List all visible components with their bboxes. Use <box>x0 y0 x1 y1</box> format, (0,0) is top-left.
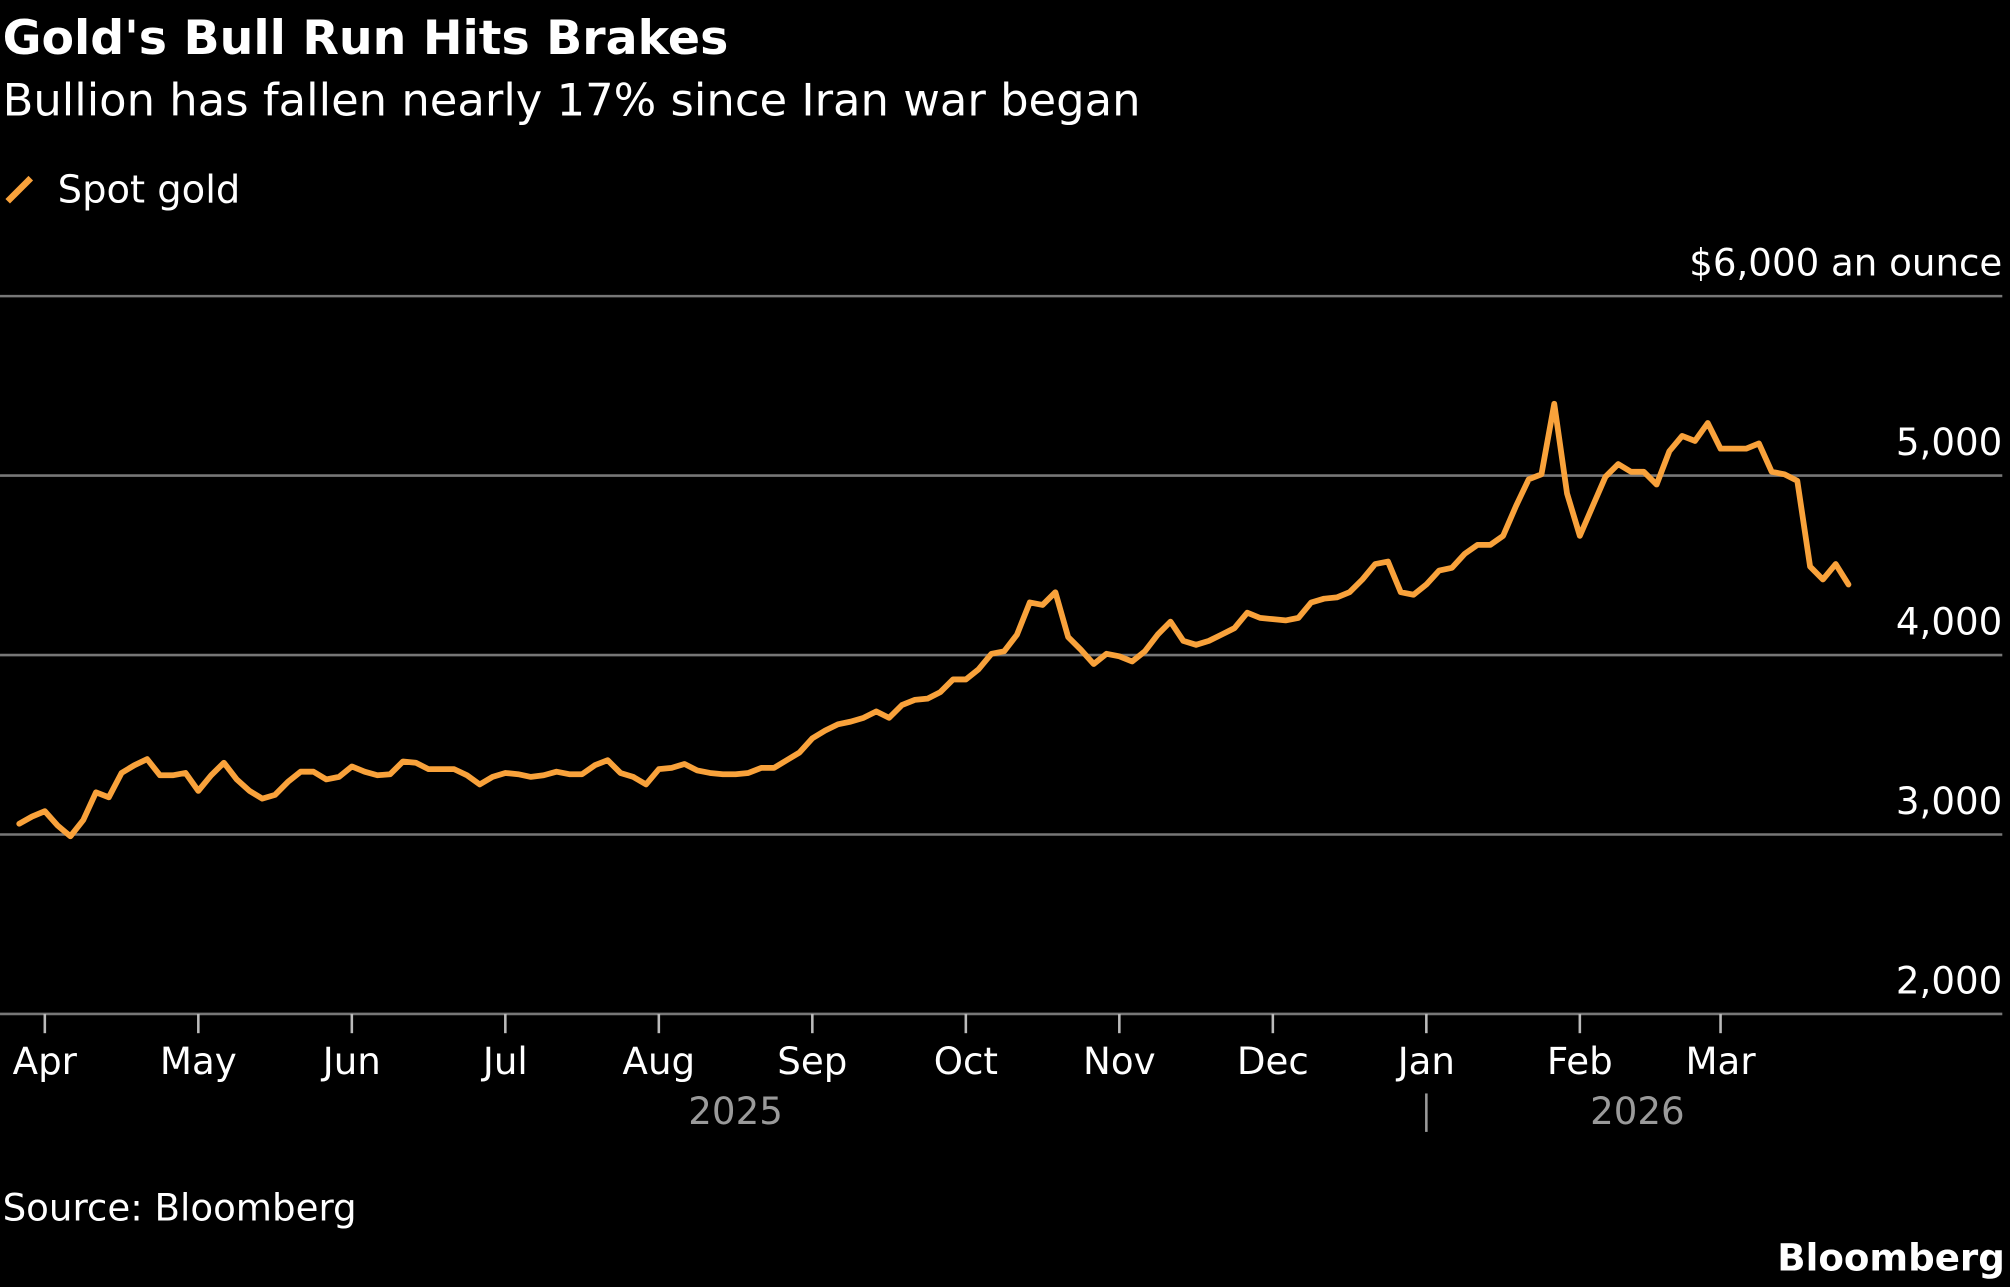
x-tick-label: Nov <box>1083 1039 1156 1083</box>
y-tick-label: 5,000 <box>1896 420 2002 464</box>
legend-label: Spot gold <box>58 168 241 213</box>
chart-title: Gold's Bull Run Hits Brakes <box>3 11 729 66</box>
x-tick-label: Mar <box>1685 1039 1756 1083</box>
x-tick-label: Oct <box>934 1039 998 1083</box>
chart-subtitle: Bullion has fallen nearly 17% since Iran… <box>3 73 1141 126</box>
brand: Bloomberg <box>1777 1235 2005 1279</box>
line-series <box>16 400 1852 840</box>
x-tick-label: Sep <box>777 1039 847 1083</box>
y-tick-label: $6,000 an ounce <box>1689 241 2002 285</box>
year-label: 2026 <box>1590 1089 1685 1133</box>
legend-swatch <box>5 175 34 204</box>
x-tick-label: Jan <box>1396 1039 1455 1083</box>
y-tick-label: 3,000 <box>1896 779 2002 823</box>
x-tick-label: Feb <box>1547 1039 1613 1083</box>
x-tick-label: Jul <box>481 1039 528 1083</box>
x-tick-label: Apr <box>13 1039 78 1083</box>
source: Source: Bloomberg <box>3 1185 357 1229</box>
y-tick-label: 4,000 <box>1896 600 2002 644</box>
x-tick-label: May <box>160 1039 237 1083</box>
x-tick-label: Dec <box>1237 1039 1309 1083</box>
x-tick-label: Aug <box>623 1039 696 1083</box>
year-label: 2025 <box>688 1089 783 1133</box>
x-tick-label: Jun <box>321 1039 381 1083</box>
y-tick-label: 2,000 <box>1896 958 2002 1002</box>
